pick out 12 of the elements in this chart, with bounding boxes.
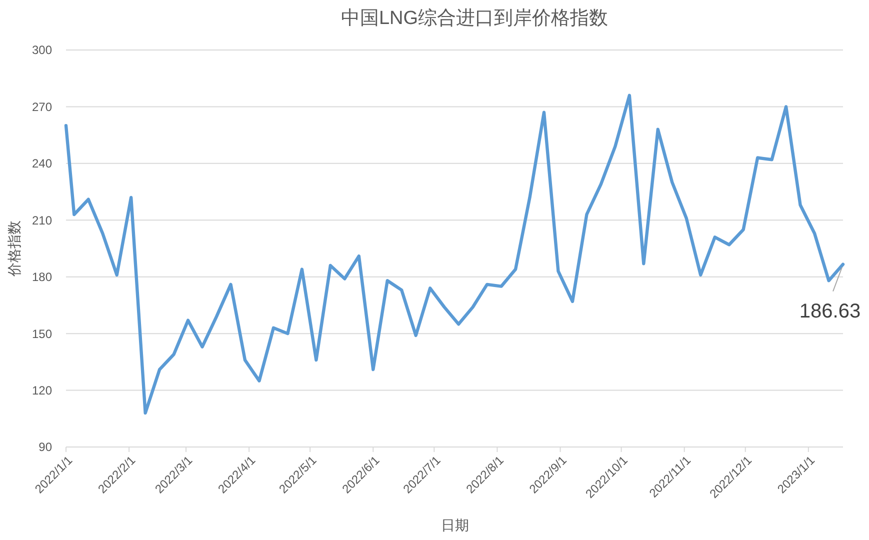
y-tick-label: 180 bbox=[32, 270, 52, 284]
annotation: 186.63 bbox=[799, 300, 861, 322]
y-axis-title: 价格指数 bbox=[6, 220, 22, 278]
y-tick-label: 210 bbox=[32, 213, 52, 228]
y-tick-label: 90 bbox=[38, 440, 52, 454]
y-tick-label: 120 bbox=[32, 383, 52, 398]
chart-title: 中国LNG综合进口到岸价格指数 bbox=[340, 8, 608, 29]
y-tick-label: 300 bbox=[32, 43, 52, 58]
x-axis-title: 日期 bbox=[441, 517, 469, 533]
y-tick-label: 150 bbox=[32, 326, 52, 341]
y-tick-label: 240 bbox=[32, 156, 52, 171]
y-tick-label: 270 bbox=[32, 100, 52, 114]
